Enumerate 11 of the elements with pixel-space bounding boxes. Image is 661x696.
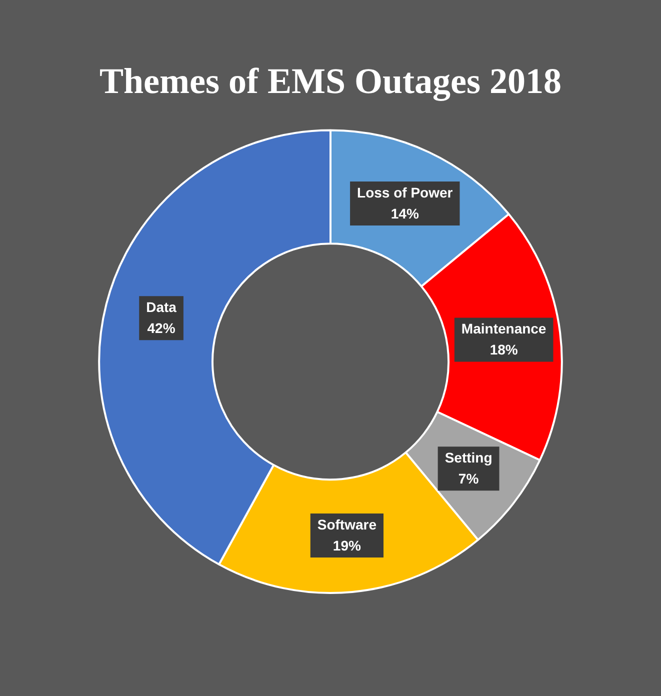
slice-label: Software	[317, 516, 377, 532]
slice-label: Maintenance	[461, 320, 546, 337]
slice-label: Data	[146, 299, 177, 316]
data-label: 19%	[332, 537, 362, 554]
data-label: 18%	[490, 342, 518, 358]
data-label: 14%	[390, 205, 420, 222]
data-label: 7%	[458, 470, 480, 487]
slice-label: Loss of Power	[357, 184, 454, 200]
chart-title: Themes of EMS Outages 2018	[100, 60, 562, 101]
slice-label: Setting	[444, 450, 492, 466]
data-label: 42%	[147, 320, 176, 336]
